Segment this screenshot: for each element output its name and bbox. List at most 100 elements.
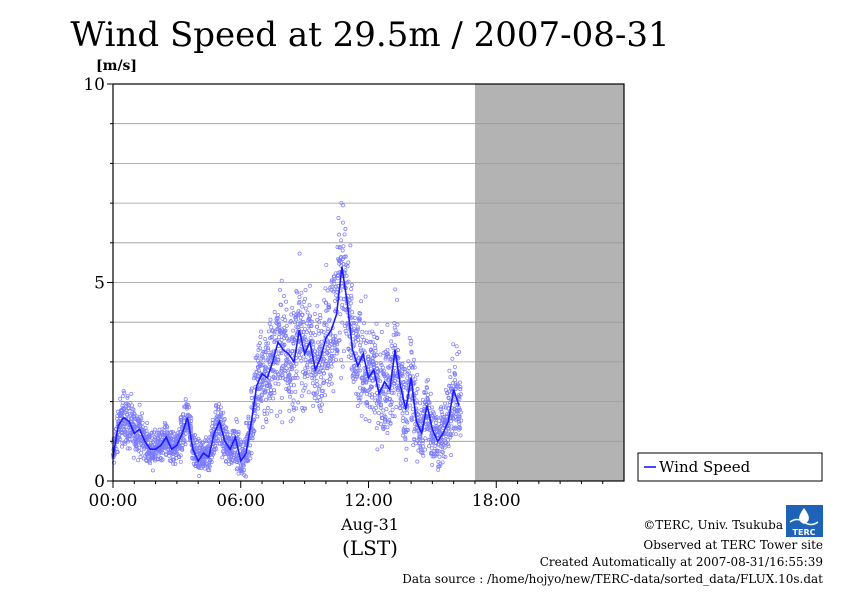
scatter-point [335,342,340,347]
scatter-point [259,363,264,368]
scatter-point [356,337,360,342]
scatter-point [415,372,420,377]
scatter-point [431,411,436,416]
scatter-point [181,415,186,420]
scatter-point [407,336,412,340]
scatter-point [152,427,157,432]
scatter-point [249,386,254,391]
scatter-point [275,312,280,317]
scatter-point [263,345,268,350]
scatter-point [291,311,296,316]
scatter-point [404,428,409,432]
scatter-point [217,401,222,406]
scatter-point [415,459,420,464]
scatter-point [299,358,304,363]
scatter-point [457,396,462,401]
scatter-point [388,364,392,369]
scatter-point [356,396,361,400]
scatter-point [141,447,146,452]
scatter-point [197,466,202,470]
scatter-point [340,364,345,369]
scatter-point [118,436,123,441]
scatter-point [359,299,364,304]
scatter-point [138,455,143,459]
scatter-point [412,365,417,370]
scatter-point [423,436,428,441]
scatter-point [270,369,275,374]
scatter-point [305,374,310,379]
scatter-point [279,395,284,400]
scatter-point [326,303,331,308]
scatter-point [309,319,314,324]
scatter-point [322,322,327,327]
scatter-point [122,423,127,428]
y-tick-label: 0 [94,472,105,492]
scatter-point [439,410,444,415]
scatter-point [125,393,130,398]
scatter-point [306,390,311,395]
scatter-point [357,316,362,321]
scatter-point [358,340,363,345]
scatter-point [304,338,309,343]
scatter-point [400,362,405,367]
scatter-point [378,422,383,427]
scatter-point [335,276,340,281]
scatter-point [302,334,307,339]
scatter-point [295,375,300,380]
scatter-point [295,290,300,295]
scatter-point [403,369,407,374]
scatter-point [223,431,228,436]
scatter-point [216,434,221,439]
scatter-point [424,422,429,427]
scatter-point [303,406,308,411]
scatter-point [179,447,184,452]
scatter-point [403,437,408,442]
scatter-point [402,367,407,371]
scatter-point [145,420,150,425]
scatter-point [378,361,383,365]
scatter-point [327,317,332,322]
scatter-point [373,410,377,415]
scatter-point [287,372,292,377]
scatter-point [420,411,425,416]
scatter-point [153,454,158,459]
scatter-point [323,286,328,291]
scatter-point [398,406,403,411]
scatter-point [201,440,206,445]
scatter-point [446,437,451,442]
scatter-point [451,342,456,347]
scatter-point [338,244,342,249]
scatter-point [370,384,375,389]
scatter-point [395,322,400,327]
scatter-point [276,381,281,386]
scatter-point [388,410,393,415]
scatter-point [322,371,326,376]
scatter-point [311,391,316,396]
scatter-point [339,375,344,380]
scatter-point [321,388,326,393]
scatter-point [431,440,436,445]
scatter-point [340,302,345,307]
scatter-point [351,379,356,384]
scatter-point [252,417,257,422]
scatter-point [355,327,360,332]
scatter-point [409,350,414,355]
scatter-point [290,376,295,381]
scatter-point [440,460,445,465]
scatter-point [385,322,390,327]
scatter-point [311,403,316,408]
scatter-point [420,438,425,443]
scatter-point [272,369,277,374]
scatter-point [439,405,444,410]
x-axis: 00:00 06:00 12:00 18:00 [89,481,604,511]
scatter-point [346,279,351,284]
scatter-point [299,381,304,386]
scatter-point [331,354,336,359]
scatter-point [259,329,264,334]
wave-icon [789,518,819,526]
scatter-point [268,384,273,389]
scatter-point [349,352,354,357]
scatter-point [255,353,260,358]
scatter-point [355,328,360,333]
